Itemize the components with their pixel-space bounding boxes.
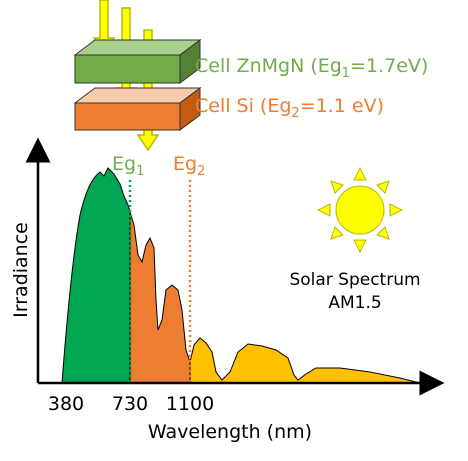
- x-tick-label: 730: [112, 393, 148, 415]
- x-axis-label: Wavelength (nm): [148, 421, 312, 443]
- text: =1.7eV): [350, 55, 428, 77]
- subscript: 2: [197, 164, 205, 179]
- spectrum-green: [61, 167, 131, 384]
- spectrum-name: Solar Spectrum: [289, 270, 420, 290]
- sun-icon: [316, 166, 404, 254]
- spectrum-standard: AM1.5: [328, 293, 381, 313]
- cell-label: Cell Si (Eg2=1.1 eV): [195, 95, 384, 121]
- text: Cell Si (Eg: [195, 95, 291, 117]
- subscript: 1: [342, 66, 350, 81]
- x-tick-label: 1100: [166, 393, 214, 415]
- cell-si: [73, 87, 202, 131]
- spectrum-orange: [129, 211, 191, 384]
- cell-znmgn: [73, 39, 202, 84]
- gap-label: Eg2: [173, 153, 205, 179]
- cell-label: Cell ZnMgN (Eg1=1.7eV): [195, 55, 428, 81]
- text: Eg: [112, 153, 136, 175]
- subscript: 2: [291, 106, 299, 121]
- spectrum-yellow: [189, 337, 421, 384]
- text: =1.1 eV): [300, 95, 384, 117]
- text: Eg: [173, 153, 197, 175]
- gap-label: Eg1: [112, 153, 144, 179]
- y-axis-label: Irradiance: [10, 222, 32, 318]
- x-tick-label: 380: [48, 393, 84, 415]
- subscript: 1: [136, 164, 144, 179]
- text: Cell ZnMgN (Eg: [195, 55, 342, 77]
